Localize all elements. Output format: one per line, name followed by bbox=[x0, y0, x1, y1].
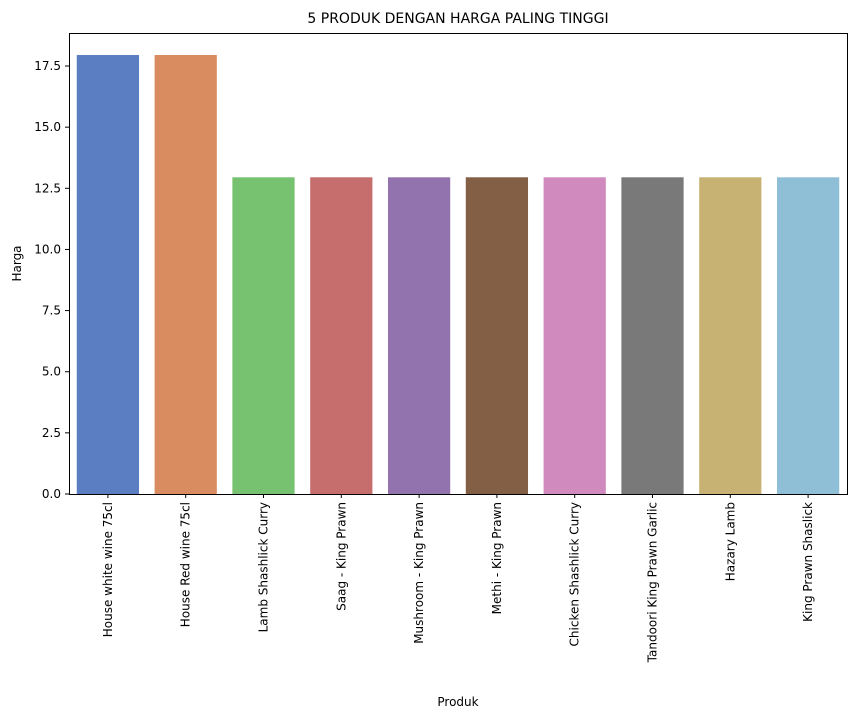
bar-2 bbox=[154, 55, 217, 494]
bar-4 bbox=[310, 177, 373, 494]
plot-frame bbox=[69, 33, 848, 495]
y-tick-label: 2.5 bbox=[42, 426, 61, 440]
chart-title: 5 PRODUK DENGAN HARGA PALING TINGGI bbox=[307, 11, 608, 27]
bar-8 bbox=[621, 177, 684, 494]
bar-1 bbox=[76, 55, 140, 494]
x-tick-label: Hazary Lamb bbox=[723, 502, 737, 581]
bar-5 bbox=[387, 177, 451, 494]
bar-7 bbox=[543, 177, 606, 494]
bars-group bbox=[76, 55, 840, 494]
bar-9 bbox=[699, 177, 762, 494]
x-tick-label: Tandoori King Prawn Garlic bbox=[646, 502, 660, 663]
y-tick-label: 10.0 bbox=[34, 242, 61, 256]
x-tick-label: Saag - King Prawn bbox=[334, 502, 348, 611]
y-axis-label: Harga bbox=[10, 245, 24, 281]
y-axis: 0.0 2.5 5.0 7.5 10.0 12.5 15.0 17.5 bbox=[34, 59, 69, 501]
bar-10 bbox=[776, 177, 840, 494]
y-tick-label: 15.0 bbox=[34, 120, 61, 134]
y-tick-label: 5.0 bbox=[42, 365, 61, 379]
x-tick-label: Methi - King Prawn bbox=[490, 502, 504, 614]
bar-3 bbox=[232, 177, 295, 494]
x-tick-label: Chicken Shashlick Curry bbox=[568, 502, 582, 646]
x-tick-label: Mushroom - King Prawn bbox=[412, 502, 426, 644]
x-axis: House white wine 75cl House Red wine 75cl… bbox=[101, 494, 815, 663]
y-tick-label: 7.5 bbox=[42, 304, 61, 318]
bar-6 bbox=[465, 177, 529, 494]
x-tick-label: House white wine 75cl bbox=[101, 502, 115, 637]
y-tick-label: 0.0 bbox=[42, 487, 61, 501]
x-axis-label: Produk bbox=[437, 695, 478, 709]
x-tick-label: King Prawn Shaslick bbox=[801, 502, 815, 622]
y-tick-label: 17.5 bbox=[34, 59, 61, 73]
x-tick-label: Lamb Shashlick Curry bbox=[257, 502, 271, 632]
x-tick-label: House Red wine 75cl bbox=[179, 502, 193, 627]
y-tick-label: 12.5 bbox=[34, 181, 61, 195]
